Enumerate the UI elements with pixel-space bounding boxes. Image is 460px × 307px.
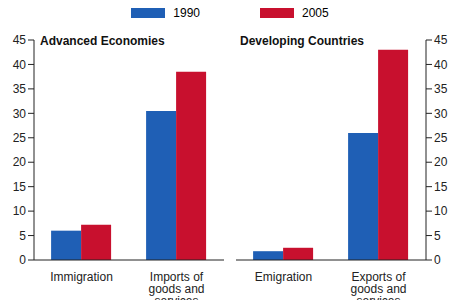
svg-text:45: 45 [13,33,27,47]
svg-text:15: 15 [434,180,448,194]
svg-text:0: 0 [19,253,26,267]
svg-text:40: 40 [434,58,448,72]
svg-text:25: 25 [434,131,448,145]
html-text:2005: 2005 [302,6,329,20]
svg-text:20: 20 [434,155,448,169]
html-text:Advanced Economies: Advanced Economies [40,34,165,48]
svg-text:5: 5 [434,229,441,243]
svg-text:Emigration: Emigration [255,270,312,284]
svg-text:30: 30 [13,107,27,121]
svg-text:0: 0 [434,253,441,267]
svg-text:Imports ofgoods andservices: Imports ofgoods andservices [148,270,204,300]
svg-text:25: 25 [13,131,27,145]
svg-text:Exports ofgoods andservices: Exports ofgoods andservices [350,270,406,300]
svg-text:40: 40 [13,58,27,72]
svg-text:Immigration: Immigration [50,270,113,284]
svg-text:30: 30 [434,107,448,121]
svg-text:35: 35 [434,82,448,96]
svg-text:20: 20 [13,155,27,169]
svg-text:15: 15 [13,180,27,194]
svg-text:10: 10 [13,204,27,218]
html-text:Developing Countries: Developing Countries [240,34,364,48]
svg-text:45: 45 [434,33,448,47]
svg-text:10: 10 [434,204,448,218]
html-text:1990: 1990 [173,6,200,20]
svg-text:35: 35 [13,82,27,96]
svg-text:5: 5 [19,229,26,243]
